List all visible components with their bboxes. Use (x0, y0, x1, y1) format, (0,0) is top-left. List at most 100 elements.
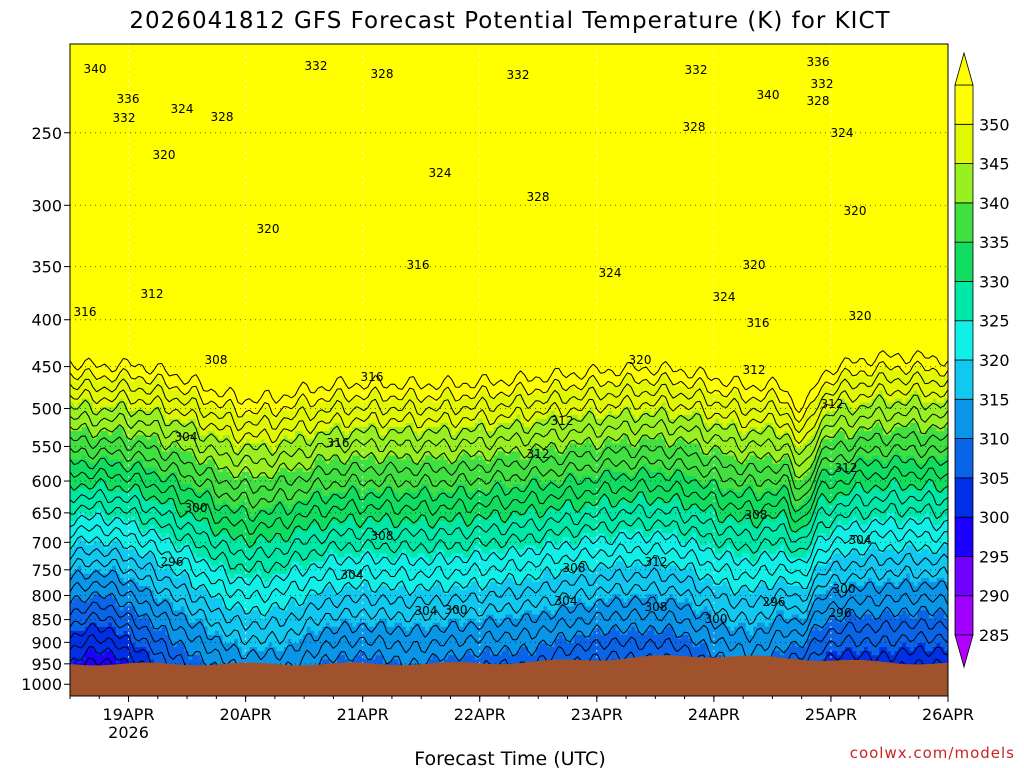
color-band-cell (676, 537, 682, 571)
color-band-cell (344, 585, 350, 620)
color-band-cell (501, 44, 506, 396)
color-band-cell (646, 630, 651, 664)
color-band-cell (680, 634, 686, 669)
color-band-cell (665, 533, 670, 571)
color-band-cell (829, 410, 835, 440)
color-band-cell (543, 512, 548, 542)
color-band-cell (684, 44, 690, 391)
color-band-cell (722, 427, 728, 457)
color-band-cell (184, 541, 189, 575)
color-band-cell (589, 406, 594, 444)
color-band-cell (619, 528, 625, 563)
color-band-cell (505, 422, 510, 457)
color-band-cell (646, 439, 651, 469)
color-band-cell (795, 614, 800, 648)
color-band-cell (142, 585, 147, 616)
color-band-cell (470, 427, 476, 461)
color-band-cell (707, 577, 712, 612)
color-band-cell (570, 443, 575, 473)
color-band-cell (111, 541, 117, 567)
color-band-cell (73, 569, 79, 599)
color-band-cell (558, 634, 564, 673)
credit-link[interactable]: coolwx.com/models (850, 744, 1015, 762)
color-band-cell (837, 553, 842, 591)
contour-label: 300 (705, 612, 728, 626)
color-band-cell (195, 44, 201, 396)
color-band-cell (253, 573, 258, 612)
color-band-cell (890, 370, 896, 404)
color-band-cell (329, 398, 334, 428)
color-band-cell (711, 394, 716, 424)
color-band-cell (715, 622, 720, 656)
color-band-cell (841, 557, 846, 595)
color-band-cell (711, 581, 716, 620)
color-band-cell (726, 516, 732, 546)
color-band-cell (703, 44, 709, 391)
color-band-cell (268, 44, 273, 412)
color-band-cell (906, 455, 911, 489)
color-band-cell (207, 524, 212, 563)
color-band-cell (512, 581, 518, 620)
color-band-cell (715, 480, 720, 518)
color-band-cell (398, 427, 403, 461)
color-band-cell (425, 44, 430, 400)
color-band-cell (738, 557, 743, 591)
color-band-cell (806, 638, 812, 669)
color-band-cell (592, 602, 598, 632)
contour-label: 324 (713, 290, 736, 304)
color-band-cell (822, 565, 827, 595)
color-band-cell (348, 459, 354, 485)
color-band-cell (940, 545, 945, 579)
y-tick-label: 350 (31, 258, 62, 277)
color-band-cell (573, 573, 579, 603)
color-band-cell (409, 422, 415, 461)
color-band-cell (153, 435, 159, 469)
color-band-cell (722, 618, 728, 660)
color-band-cell (413, 590, 418, 624)
color-band-cell (734, 459, 739, 493)
color-band-cell (825, 622, 831, 652)
color-band-cell (570, 643, 575, 673)
color-band-cell (799, 528, 804, 559)
color-band-cell (837, 590, 842, 624)
color-band-cell (463, 590, 468, 624)
color-band-cell (142, 557, 147, 587)
contour-label: 300 (833, 582, 856, 596)
color-band-cell (913, 459, 919, 489)
color-band-cell (226, 402, 231, 436)
color-band-cell (860, 488, 865, 526)
color-band-cell (405, 520, 411, 554)
color-band-cell (608, 467, 613, 506)
color-band-cell (684, 634, 690, 673)
color-band-cell (806, 439, 812, 473)
color-band-cell (730, 44, 735, 391)
color-band-cell (680, 386, 686, 416)
color-band-cell (684, 512, 690, 542)
color-band-cell (806, 406, 812, 440)
color-band-cell (474, 545, 480, 583)
color-band-cell (722, 492, 728, 522)
color-band-cell (600, 634, 606, 673)
color-band-cell (509, 545, 514, 579)
color-band-cell (356, 528, 361, 559)
color-band-cell (467, 398, 472, 428)
color-band-cell (215, 537, 220, 567)
color-band-cell (436, 520, 441, 550)
color-band-cell (780, 545, 785, 579)
color-band-cell (421, 516, 426, 554)
color-band-cell (207, 402, 212, 432)
color-band-cell (295, 561, 300, 607)
color-band-cell (146, 618, 151, 652)
color-band-cell (696, 382, 701, 412)
color-band-cell (776, 610, 781, 652)
color-band-cell (394, 455, 399, 493)
color-band-cell (199, 44, 205, 404)
color-band-cell (447, 390, 453, 428)
color-band-cell (318, 44, 323, 404)
colorbar-swatch (954, 202, 974, 243)
color-band-cell (375, 390, 380, 428)
color-band-cell (379, 463, 384, 493)
color-band-cell (516, 549, 522, 587)
color-band-cell (680, 541, 686, 571)
contour-label: 304 (415, 604, 438, 618)
